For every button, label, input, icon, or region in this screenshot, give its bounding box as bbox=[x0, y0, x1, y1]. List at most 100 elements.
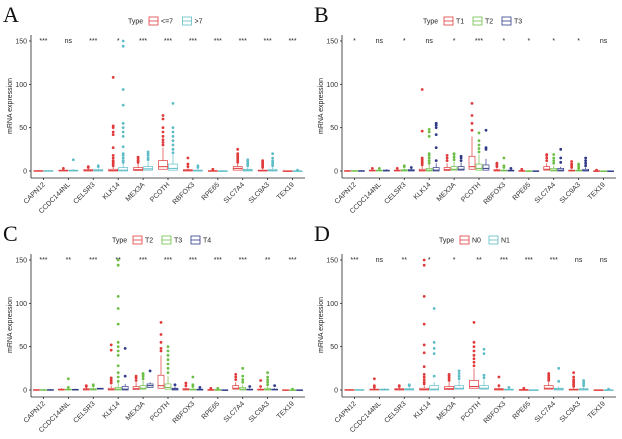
outlier-point bbox=[234, 373, 238, 376]
x-tick-label: SLC7A4 bbox=[223, 400, 246, 423]
outlier-point bbox=[109, 348, 113, 352]
outlier-point bbox=[427, 152, 431, 156]
outlier-point bbox=[116, 375, 120, 379]
outlier-point bbox=[477, 139, 481, 143]
outlier-point bbox=[116, 349, 120, 353]
outlier-point bbox=[420, 88, 424, 91]
significance-label: *** bbox=[350, 257, 358, 264]
outlier-point bbox=[482, 352, 486, 355]
outlier-point bbox=[236, 147, 240, 151]
significance-label: *** bbox=[139, 38, 147, 45]
boxplot-c: C Type T2 T3 T4 0 50 100 150 mRNA expression CAPN1… bbox=[3, 221, 305, 434]
outlier-point bbox=[266, 378, 270, 381]
outlier-point bbox=[234, 375, 238, 379]
outlier-point bbox=[422, 375, 426, 379]
outlier-point bbox=[422, 258, 426, 262]
panel-c: C Type T2 T3 T4 0 50 100 150 mRNA expression CAPN1… bbox=[0, 219, 311, 438]
x-tick-label: RBFOX3 bbox=[483, 400, 508, 425]
outlier-point bbox=[482, 347, 486, 351]
outlier-point bbox=[470, 114, 474, 117]
x-tick-label: MEX3A bbox=[125, 400, 147, 422]
outlier-point bbox=[572, 375, 576, 379]
y-tick-label: 150 bbox=[326, 39, 338, 46]
x-tick-label: SLC7A4 bbox=[223, 181, 246, 204]
outlier-point bbox=[432, 340, 436, 344]
outlier-point bbox=[484, 128, 488, 132]
outlier-point bbox=[477, 147, 481, 150]
outlier-point bbox=[61, 167, 65, 170]
outlier-point bbox=[121, 44, 125, 48]
outlier-point bbox=[116, 322, 120, 326]
x-tick-label: RBFOX3 bbox=[172, 400, 197, 425]
outlier-point bbox=[552, 153, 556, 156]
y-tick-label: 150 bbox=[15, 258, 27, 265]
outlier-point bbox=[186, 165, 190, 169]
outlier-point bbox=[420, 156, 424, 160]
outlier-point bbox=[146, 156, 150, 160]
box bbox=[232, 385, 240, 390]
outlier-point bbox=[116, 345, 120, 349]
outlier-point bbox=[520, 167, 524, 171]
y-axis-title: mRNA expression bbox=[7, 297, 14, 353]
significance-label: *** bbox=[288, 38, 296, 45]
significance-label: * bbox=[527, 38, 530, 45]
significance-label: *** bbox=[39, 257, 47, 264]
outlier-point bbox=[422, 322, 426, 326]
outlier-point bbox=[261, 159, 265, 163]
outlier-point bbox=[482, 373, 486, 377]
outlier-point bbox=[447, 373, 451, 376]
boxplot-b: B Type T1 T2 T3 0 50 100 150 mRNA expression CAPN1… bbox=[314, 2, 616, 215]
outlier-point bbox=[134, 379, 138, 382]
significance-label: ns bbox=[600, 257, 608, 264]
legend-label: >7 bbox=[195, 19, 203, 26]
outlier-point bbox=[111, 130, 115, 134]
outlier-point bbox=[457, 369, 461, 373]
outlier-point bbox=[472, 353, 476, 357]
significance-label: ns bbox=[376, 38, 384, 45]
outlier-point bbox=[216, 386, 220, 390]
outlier-point bbox=[395, 167, 399, 170]
x-tick-label: PCOTH bbox=[149, 181, 171, 203]
outlier-point bbox=[432, 374, 436, 378]
significance-label: *** bbox=[89, 257, 97, 264]
outlier-point bbox=[457, 372, 461, 375]
significance-label: *** bbox=[189, 38, 197, 45]
x-tick-label: KLK14 bbox=[413, 400, 433, 420]
outlier-point bbox=[166, 349, 170, 353]
outlier-point bbox=[191, 375, 195, 379]
outlier-point bbox=[236, 152, 240, 156]
x-tick-label: MEX3A bbox=[436, 400, 458, 422]
box bbox=[543, 166, 551, 171]
outlier-point bbox=[557, 379, 561, 383]
significance-label: *** bbox=[39, 38, 47, 45]
x-tick-label: PCOTH bbox=[149, 400, 171, 422]
outlier-point bbox=[121, 39, 125, 43]
outlier-point bbox=[477, 143, 481, 147]
outlier-point bbox=[121, 88, 125, 91]
outlier-point bbox=[161, 117, 165, 121]
legend-title: Type bbox=[439, 238, 454, 245]
x-tick-label: RBFOX3 bbox=[483, 181, 508, 206]
outlier-point bbox=[422, 373, 426, 376]
significance-label: ns bbox=[425, 38, 433, 45]
x-tick-label: SLC9A3 bbox=[559, 400, 582, 423]
outlier-point bbox=[191, 383, 195, 387]
boxplot-a: A Type <=7 >7 0 50 100 150 mRNA expression CAPN12… bbox=[3, 2, 305, 215]
x-tick-label: SLC9A3 bbox=[248, 400, 271, 423]
outlier-point bbox=[572, 378, 576, 381]
outlier-point bbox=[459, 154, 463, 158]
outlier-point bbox=[116, 353, 120, 357]
outlier-point bbox=[271, 152, 275, 156]
significance-label: *** bbox=[500, 257, 508, 264]
outlier-point bbox=[171, 130, 175, 134]
outlier-point bbox=[111, 159, 115, 163]
box bbox=[468, 155, 476, 170]
box bbox=[118, 167, 129, 172]
outlier-point bbox=[427, 127, 431, 131]
significance-label: *** bbox=[239, 257, 247, 264]
outlier-point bbox=[545, 159, 549, 163]
significance-label: * bbox=[353, 38, 356, 45]
y-tick-label: 0 bbox=[334, 169, 338, 176]
outlier-point bbox=[96, 164, 100, 168]
outlier-point bbox=[434, 146, 438, 150]
